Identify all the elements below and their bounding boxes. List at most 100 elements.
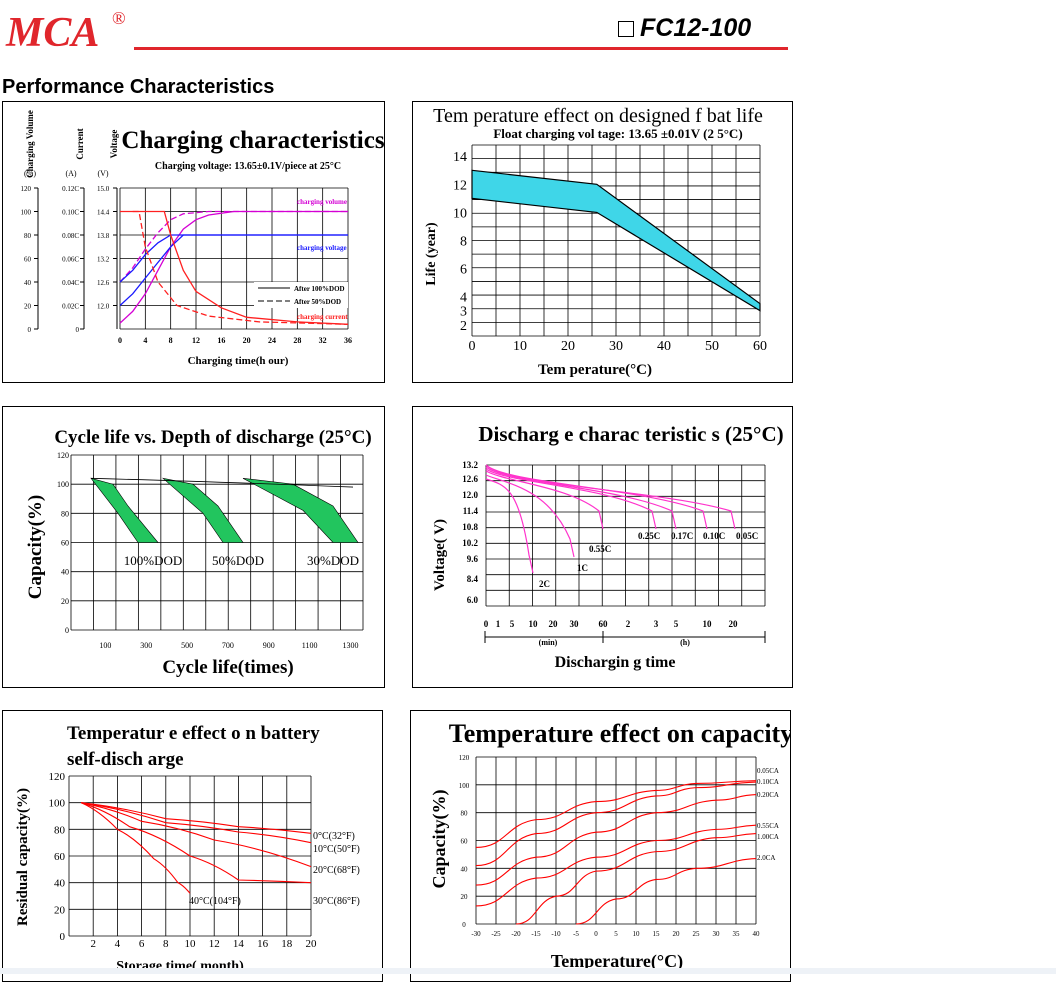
y-tick-label: 40 (54, 878, 66, 890)
volume-tick-label: 60 (24, 256, 32, 264)
x-tick-label-min: 20 (549, 619, 559, 629)
y-tick-label: 10.2 (462, 538, 478, 548)
y-tick-label: 60 (461, 838, 469, 846)
x-tick-label-h: 10 (703, 619, 713, 629)
band-label: 100%DOD (124, 553, 183, 568)
chart-title-line1: Temperatur e effect o n battery (67, 723, 320, 744)
series-label: 1.00CA (757, 833, 779, 841)
volume-tick-label: 100 (21, 209, 32, 217)
x-tick-label: -25 (491, 930, 501, 938)
y-tick-label: 20 (54, 904, 66, 916)
cycle-life-plot: 120 100 80 60 40 20 0 100 300 500 700 900 1100 1300 10… (57, 451, 364, 650)
y-tick-label: 120 (57, 451, 69, 460)
registered-mark: ® (112, 8, 126, 28)
rate-label: 0.05C (736, 531, 758, 541)
dod-band-0 (90, 477, 159, 543)
y-tick-label: 80 (461, 810, 469, 818)
chart-title: Charging characteristics (121, 127, 384, 154)
y-tick-label: 10.8 (462, 522, 478, 532)
x-tick-label: 1100 (302, 641, 318, 650)
x-tick-label: 40 (753, 930, 761, 938)
unit-current: (A) (65, 169, 76, 178)
y-axis-label: Capacity(%) (25, 495, 46, 599)
y-tick-label: 13.2 (462, 460, 478, 470)
x-tick-label: 20 (561, 339, 575, 354)
x-tick-label-h: 20 (729, 619, 739, 629)
charging-characteristics-panel: Charging Volume Current Voltage (%) (A) … (2, 101, 385, 383)
axis-name-volume: Charging Volume (25, 110, 35, 178)
volume-tick-label: 80 (24, 232, 32, 240)
brand-logo: MCA ® (5, 8, 126, 54)
volume-tick-label: 0 (28, 326, 32, 334)
chart-title-line2: self-disch arge (67, 749, 184, 770)
voltage-series-label: charging voltage (297, 244, 347, 252)
x-axis-label: Cycle life(times) (162, 657, 293, 678)
rate-label: 2C (539, 579, 550, 589)
current-tick-label: 0.08C (62, 232, 79, 240)
x-tick-label: 10 (185, 938, 197, 950)
x-tick-label: 0 (469, 339, 476, 354)
x-tick-label: 300 (140, 641, 152, 650)
y-tick-label: 100 (57, 480, 69, 489)
y-tick-label: 0 (60, 931, 66, 943)
voltage-tick-label: 12.6 (97, 279, 110, 287)
x-tick-label: 20 (243, 336, 251, 345)
x-tick-label: 4 (143, 336, 147, 345)
x-tick-label: 36 (344, 336, 352, 345)
y-tick-label: 3 (460, 305, 467, 320)
y-tick-label: 80 (54, 824, 66, 836)
y-tick-label: 4 (460, 291, 467, 306)
discharge-curve (485, 478, 534, 574)
x-tick-label: 100 (99, 641, 111, 650)
chart-subtitle: Charging voltage: 13.65±0.1V/piece at 25… (155, 161, 341, 172)
cycle-life-chart: Cycle life vs. Depth of discharge (25°C)… (25, 427, 372, 678)
series-label: 30°C(86°F) (313, 896, 360, 907)
discharge-curve (485, 464, 736, 530)
x-tick-label: 28 (293, 336, 301, 345)
self-discharge-panel: Temperatur e effect o n battery self-dis… (2, 710, 383, 982)
volume-tick-label: 40 (24, 279, 32, 287)
unit-h: (h) (680, 638, 690, 647)
x-tick-label: 2 (90, 938, 96, 950)
band-label: 30%DOD (307, 553, 359, 568)
y-tick-label: 20 (61, 597, 69, 606)
y-tick-label: 100 (49, 798, 66, 810)
temp-capacity-curve (475, 824, 757, 907)
temp-capacity-panel: Temperature effect on capacity 120 100 80 6… (410, 710, 791, 982)
series-label: 0.10CA (757, 778, 779, 786)
y-tick-label: 8 (460, 235, 467, 250)
x-tick-label-min: 60 (599, 619, 609, 629)
x-tick-label: 10 (633, 930, 641, 938)
band-label: 50%DOD (212, 553, 264, 568)
self-discharge-curve (80, 802, 191, 894)
model-number: FC12-100 (618, 14, 751, 43)
y-tick-label: 0 (65, 626, 69, 635)
x-tick-label: 14 (233, 938, 245, 950)
rate-label: 0.55C (589, 544, 611, 554)
x-axis-label: Charging time(h our) (188, 355, 289, 367)
checkbox-square-icon (618, 21, 634, 38)
y-tick-label: 120 (459, 754, 470, 762)
y-tick-label: 12.6 (462, 474, 478, 484)
x-tick-label: 24 (268, 336, 276, 345)
volume-tick-label: 120 (21, 185, 32, 193)
x-tick-label: 5 (614, 930, 618, 938)
self-discharge-curve (81, 802, 312, 834)
current-tick-label: 0 (76, 326, 80, 334)
axis-name-voltage: Voltage (109, 130, 119, 159)
temp-capacity-chart: Temperature effect on capacity 120100806… (429, 719, 790, 972)
legend-box (254, 282, 348, 308)
y-tick-label: 60 (61, 539, 69, 548)
current-tick-label: 0.02C (62, 303, 79, 311)
x-tick-label: 60 (753, 339, 767, 354)
current-tick-label: 0.04C (62, 279, 79, 287)
y-tick-label: 20 (461, 893, 469, 901)
x-tick-label: 4 (115, 938, 121, 950)
y-tick-label: 11.4 (463, 506, 479, 516)
charging-chart: Charging Volume Current Voltage (%) (A) … (21, 110, 385, 367)
chart-title: Temperature effect on capacity (449, 719, 790, 748)
self-discharge-plot: 120 100 80 60 40 20 0 2 4 6 8 10 12 14 16 18 20 0°C(32°F)… (49, 771, 360, 950)
x-tick-label-min: 1 (496, 619, 501, 629)
y-axis-label: Life (year) (424, 222, 439, 286)
